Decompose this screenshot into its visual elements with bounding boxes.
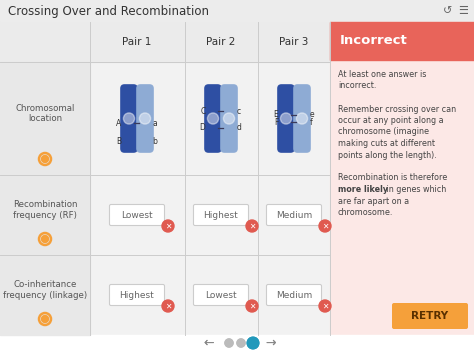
FancyBboxPatch shape <box>136 84 154 153</box>
Bar <box>0 335 474 351</box>
Text: ↺: ↺ <box>443 6 453 16</box>
Text: Highest: Highest <box>119 291 155 299</box>
Text: ✕: ✕ <box>322 221 328 231</box>
Text: E: E <box>274 111 279 119</box>
Text: Incorrect: Incorrect <box>340 34 408 47</box>
Text: e: e <box>310 111 314 119</box>
Text: ←: ← <box>204 337 214 350</box>
Circle shape <box>42 316 48 323</box>
FancyBboxPatch shape <box>266 285 321 305</box>
FancyBboxPatch shape <box>277 84 295 153</box>
FancyBboxPatch shape <box>220 84 238 153</box>
Circle shape <box>237 339 245 347</box>
Text: B: B <box>117 137 121 146</box>
Text: ✕: ✕ <box>249 221 255 231</box>
Text: →: → <box>266 337 276 350</box>
Text: A: A <box>116 119 121 128</box>
Text: Highest: Highest <box>204 211 238 219</box>
Text: Pair 2: Pair 2 <box>206 37 236 47</box>
Text: are far apart on a: are far apart on a <box>338 197 409 205</box>
FancyBboxPatch shape <box>109 285 164 305</box>
Bar <box>330 22 474 60</box>
Circle shape <box>123 113 135 124</box>
Text: occur at any point along a: occur at any point along a <box>338 116 444 125</box>
Text: Lowest: Lowest <box>121 211 153 219</box>
Text: Recombination is therefore: Recombination is therefore <box>338 173 447 183</box>
Text: chromosome (imagine: chromosome (imagine <box>338 127 429 137</box>
Text: a: a <box>153 119 157 128</box>
Circle shape <box>319 300 331 312</box>
Circle shape <box>225 339 233 347</box>
Text: ✕: ✕ <box>165 302 171 311</box>
Circle shape <box>237 339 245 347</box>
Text: ←: ← <box>204 337 214 350</box>
Text: Recombination
frequency (RF): Recombination frequency (RF) <box>13 200 77 220</box>
Circle shape <box>42 155 48 163</box>
Text: Chromosomal
location: Chromosomal location <box>15 104 75 123</box>
Text: Pair 3: Pair 3 <box>279 37 309 47</box>
Circle shape <box>208 113 219 124</box>
FancyBboxPatch shape <box>193 205 248 225</box>
FancyBboxPatch shape <box>120 84 138 153</box>
Text: Co-inheritance
frequency (linkage): Co-inheritance frequency (linkage) <box>3 280 87 300</box>
FancyBboxPatch shape <box>392 303 468 329</box>
Text: points along the length).: points along the length). <box>338 151 437 159</box>
Circle shape <box>223 113 235 124</box>
Circle shape <box>139 113 151 124</box>
Text: ✕: ✕ <box>249 302 255 311</box>
FancyBboxPatch shape <box>293 84 311 153</box>
Text: Pair 1: Pair 1 <box>122 37 152 47</box>
Circle shape <box>42 236 48 243</box>
Text: F: F <box>274 118 279 127</box>
Text: making cuts at different: making cuts at different <box>338 139 435 148</box>
Text: in genes which: in genes which <box>383 185 446 194</box>
Circle shape <box>247 338 258 349</box>
Text: incorrect.: incorrect. <box>338 81 376 91</box>
Text: ✕: ✕ <box>322 302 328 311</box>
Text: D: D <box>200 123 206 132</box>
Text: ☰: ☰ <box>458 6 468 16</box>
Circle shape <box>319 220 331 232</box>
Text: ✕: ✕ <box>165 221 171 231</box>
Bar <box>330 22 474 335</box>
Text: Remember crossing over can: Remember crossing over can <box>338 105 456 113</box>
Text: c: c <box>237 107 241 116</box>
Text: At least one answer is: At least one answer is <box>338 70 427 79</box>
Text: Medium: Medium <box>276 211 312 219</box>
Text: RETRY: RETRY <box>411 311 448 321</box>
Bar <box>0 62 90 335</box>
Circle shape <box>246 300 258 312</box>
Text: f: f <box>310 118 312 127</box>
Text: C: C <box>200 107 206 116</box>
Text: Crossing Over and Recombination: Crossing Over and Recombination <box>8 5 209 18</box>
Text: chromosome.: chromosome. <box>338 208 393 217</box>
Text: Lowest: Lowest <box>205 291 237 299</box>
Circle shape <box>162 300 174 312</box>
Bar <box>0 0 474 22</box>
Text: more likely: more likely <box>338 185 388 194</box>
Text: b: b <box>153 137 157 146</box>
Bar <box>0 22 330 335</box>
Text: →: → <box>266 337 276 350</box>
Circle shape <box>162 220 174 232</box>
FancyBboxPatch shape <box>193 285 248 305</box>
Text: d: d <box>237 123 241 132</box>
Circle shape <box>281 113 292 124</box>
Text: Medium: Medium <box>276 291 312 299</box>
FancyBboxPatch shape <box>109 205 164 225</box>
Bar <box>0 22 330 62</box>
Circle shape <box>296 113 308 124</box>
Circle shape <box>225 339 233 347</box>
Circle shape <box>247 338 258 349</box>
FancyBboxPatch shape <box>204 84 222 153</box>
Circle shape <box>246 220 258 232</box>
FancyBboxPatch shape <box>266 205 321 225</box>
